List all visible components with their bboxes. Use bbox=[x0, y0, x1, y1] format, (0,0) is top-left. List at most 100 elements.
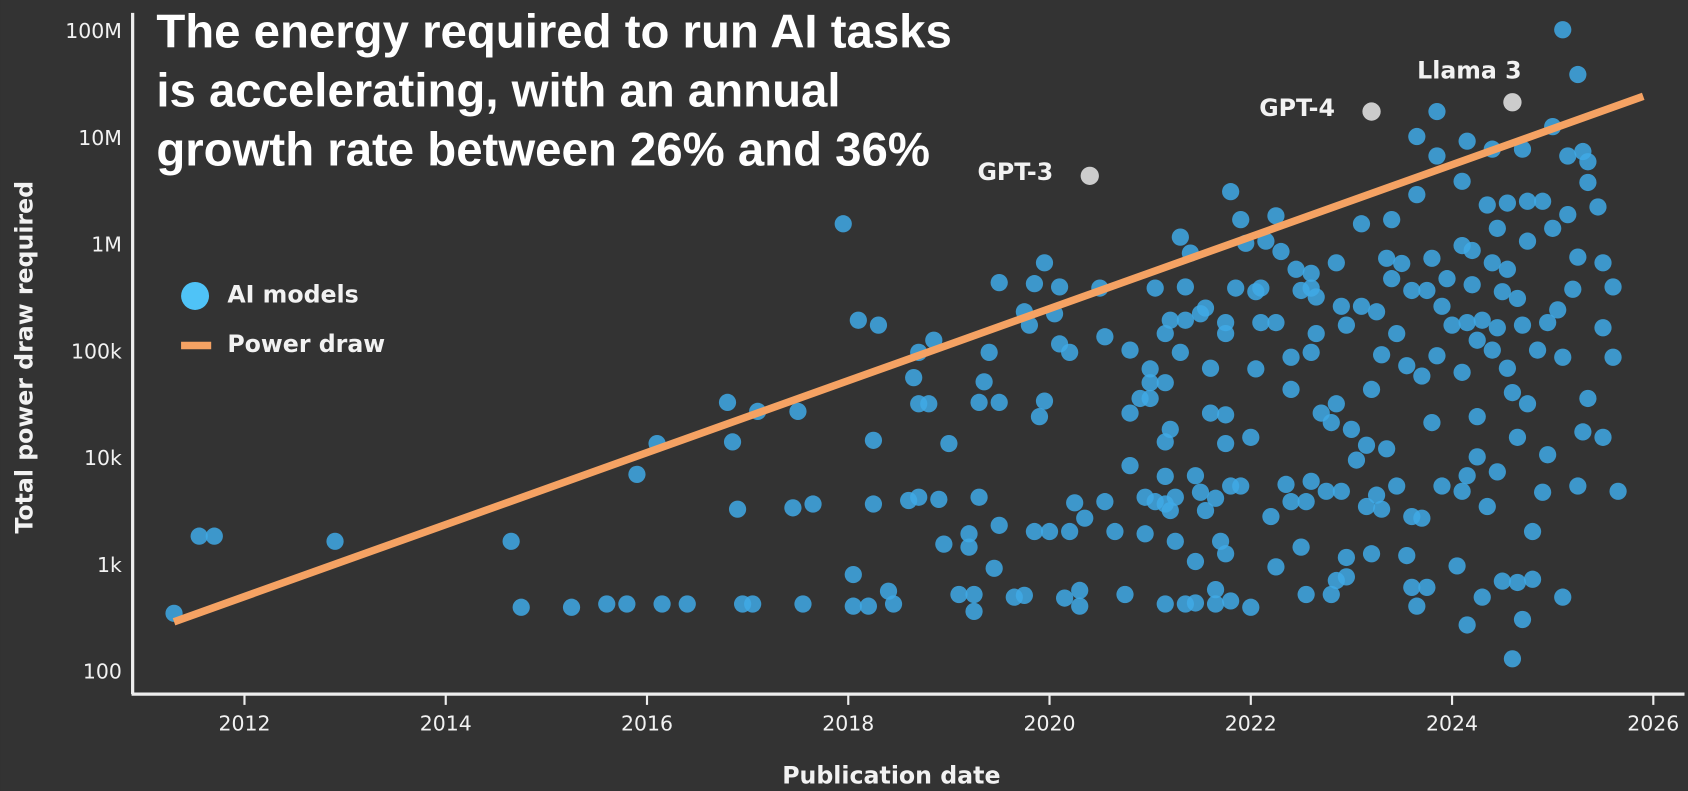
data-point bbox=[869, 316, 888, 334]
trend-line bbox=[172, 92, 1645, 626]
data-point bbox=[920, 395, 938, 413]
data-point bbox=[1191, 483, 1210, 501]
data-point bbox=[1367, 303, 1386, 321]
data-point bbox=[1287, 260, 1305, 278]
data-point bbox=[1030, 408, 1049, 426]
data-point bbox=[1206, 595, 1225, 613]
data-point bbox=[1357, 497, 1376, 516]
data-point bbox=[1433, 477, 1451, 495]
data-point bbox=[1121, 457, 1139, 475]
data-point bbox=[1201, 359, 1220, 377]
data-point bbox=[1106, 522, 1124, 541]
data-point bbox=[1307, 324, 1325, 343]
y-tick-label: 100k bbox=[71, 339, 122, 363]
data-point bbox=[1156, 374, 1174, 392]
data-point bbox=[1332, 297, 1350, 315]
data-point bbox=[1161, 311, 1179, 329]
data-point bbox=[1217, 434, 1235, 453]
data-point bbox=[1403, 578, 1421, 596]
data-point bbox=[1277, 475, 1295, 494]
data-point bbox=[1559, 147, 1577, 165]
data-point bbox=[965, 585, 983, 604]
data-point bbox=[910, 488, 928, 506]
data-point bbox=[1453, 172, 1471, 190]
title-box: The energy required to run AI tasks is a… bbox=[156, 5, 952, 177]
data-point bbox=[1186, 594, 1205, 612]
data-point bbox=[1061, 522, 1079, 541]
data-point bbox=[1096, 493, 1114, 511]
data-point bbox=[326, 532, 344, 550]
x-tick-label: 2018 bbox=[822, 711, 874, 735]
data-point bbox=[1478, 196, 1496, 214]
data-point bbox=[1056, 589, 1074, 607]
annotation-label: GPT-3 bbox=[977, 158, 1053, 186]
data-point bbox=[1247, 360, 1265, 378]
data-point bbox=[1539, 313, 1557, 332]
data-point bbox=[1201, 404, 1220, 422]
data-point bbox=[1242, 598, 1260, 616]
data-point bbox=[618, 595, 636, 613]
data-point bbox=[1076, 509, 1094, 527]
data-point bbox=[1418, 578, 1436, 596]
y-tick-label: 100 bbox=[83, 660, 122, 684]
data-point bbox=[1559, 206, 1577, 224]
data-point bbox=[1513, 610, 1532, 629]
data-point bbox=[1554, 588, 1572, 606]
data-point bbox=[834, 215, 852, 233]
data-point bbox=[678, 595, 696, 613]
data-point bbox=[1136, 525, 1154, 543]
data-point bbox=[205, 527, 223, 545]
y-tick-label: 100M bbox=[65, 19, 122, 43]
data-point bbox=[718, 393, 737, 412]
data-point bbox=[1448, 557, 1466, 575]
x-tick-label: 2016 bbox=[621, 711, 673, 735]
data-point bbox=[1141, 374, 1159, 392]
legend-label: AI models bbox=[227, 280, 358, 308]
data-point bbox=[1594, 254, 1612, 272]
data-point bbox=[1176, 311, 1194, 329]
data-point bbox=[1408, 127, 1426, 146]
data-point bbox=[864, 495, 883, 513]
data-point bbox=[1282, 380, 1300, 399]
data-point bbox=[1141, 389, 1159, 408]
legend-swatch bbox=[181, 281, 210, 310]
x-tick-label: 2024 bbox=[1426, 711, 1478, 735]
data-point bbox=[960, 538, 978, 556]
data-point bbox=[1604, 278, 1622, 296]
data-point bbox=[905, 369, 923, 387]
data-point bbox=[1267, 207, 1285, 225]
data-point bbox=[1116, 585, 1134, 604]
data-point bbox=[970, 488, 988, 506]
data-point bbox=[1297, 493, 1315, 511]
data-point bbox=[1272, 242, 1290, 261]
data-point bbox=[1061, 343, 1079, 361]
data-point bbox=[1171, 228, 1189, 246]
data-point bbox=[1428, 147, 1446, 165]
data-point bbox=[1388, 477, 1406, 495]
data-point bbox=[1337, 568, 1355, 586]
data-point bbox=[1222, 592, 1240, 610]
data-point bbox=[990, 274, 1008, 292]
data-point bbox=[1176, 278, 1194, 296]
data-point bbox=[980, 343, 998, 361]
y-tick-label: 10M bbox=[78, 126, 122, 150]
data-point bbox=[940, 434, 958, 453]
data-point bbox=[1252, 279, 1270, 297]
data-point bbox=[1483, 341, 1501, 359]
data-point bbox=[1367, 486, 1386, 504]
data-point bbox=[1252, 313, 1270, 332]
data-point bbox=[1025, 522, 1044, 541]
data-point bbox=[1372, 500, 1391, 518]
chart-title: The energy required to run AI tasks is a… bbox=[156, 5, 952, 177]
data-point bbox=[512, 598, 530, 616]
data-point bbox=[1569, 65, 1587, 84]
data-point bbox=[1413, 509, 1431, 527]
data-point bbox=[1393, 254, 1411, 273]
data-point bbox=[1574, 423, 1592, 441]
data-point bbox=[1544, 219, 1562, 237]
data-point bbox=[1257, 232, 1275, 250]
data-point bbox=[844, 597, 862, 615]
data-point bbox=[1302, 343, 1320, 361]
data-point bbox=[1171, 343, 1189, 361]
